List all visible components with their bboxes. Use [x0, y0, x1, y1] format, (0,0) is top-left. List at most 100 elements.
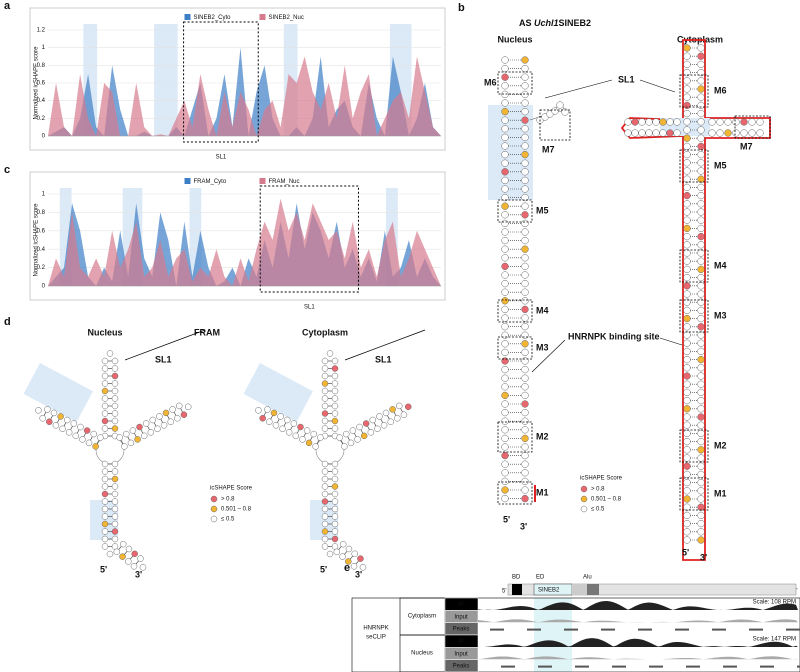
nucleotide: [394, 414, 401, 422]
nucleotide: [101, 543, 109, 550]
nucleotide: [501, 426, 509, 434]
nucleotide: [683, 331, 691, 339]
nucleotide: [697, 60, 705, 69]
nucleotide: [521, 434, 529, 443]
nucleotide: [624, 118, 632, 126]
nucleotide: [697, 462, 705, 470]
nucleotide: [101, 520, 109, 528]
nucleotide: [501, 176, 509, 185]
highlight: [243, 363, 313, 423]
y-tick-label: 0.6: [37, 81, 46, 87]
nucleotide: [683, 298, 691, 306]
nucleotide: [683, 511, 691, 520]
coverage-track: [478, 619, 798, 623]
nucleotide: [321, 410, 329, 417]
y-tick-label: 0.2: [37, 265, 46, 271]
nucleotide: [697, 396, 705, 405]
nucleotide: [501, 219, 509, 228]
peak: [527, 628, 541, 631]
legend-label: > 0.8: [221, 497, 235, 503]
pointer: [639, 79, 676, 93]
nucleotide: [666, 118, 674, 126]
nucleotide: [697, 372, 705, 380]
hatch-block: [572, 584, 587, 595]
nucleotide: [501, 391, 509, 400]
nucleotide: [501, 99, 509, 107]
nucleotide: [697, 437, 705, 446]
nucleotide: [666, 129, 674, 137]
module-label: M2: [714, 440, 727, 450]
nucleotide: [501, 314, 509, 322]
nucleotide: [101, 417, 109, 425]
nucleotide: [673, 118, 681, 126]
peak: [564, 628, 578, 631]
nucleotide: [683, 495, 691, 503]
nucleotide: [697, 77, 705, 85]
nucleotide: [716, 129, 724, 137]
nucleotide: [697, 191, 705, 200]
nucleotide: [683, 273, 691, 282]
nucleotide: [501, 400, 509, 408]
nucleotide: [521, 451, 529, 460]
end-5: 5': [100, 564, 107, 574]
module-box: [679, 74, 709, 108]
sl1-label: SL1: [155, 354, 172, 364]
nucleotide: [697, 44, 705, 52]
module-label: M3: [714, 310, 727, 320]
module-box: [539, 109, 571, 141]
nucleotide: [501, 125, 509, 133]
y-tick-label: 1.2: [37, 28, 46, 34]
nucleotide: [501, 185, 509, 193]
y-tick-label: 1: [42, 192, 46, 198]
nucleotide: [184, 403, 192, 411]
peak: [538, 665, 552, 668]
nucleotide: [697, 487, 705, 495]
nucleotide: [299, 436, 306, 443]
nucleotide: [697, 257, 705, 265]
nucleotide: [740, 129, 748, 137]
nucleotide: [264, 406, 271, 413]
nucleotide: [83, 427, 91, 434]
nucleotide: [697, 175, 705, 183]
nucleotide: [116, 434, 123, 441]
sl1-box: [183, 21, 259, 143]
nucleotide: [683, 282, 691, 290]
nucleotide: [697, 503, 705, 511]
nucleotide: [697, 216, 705, 224]
coverage-track: [478, 601, 798, 610]
y-tick-label: 0.2: [37, 116, 46, 122]
nucleotide: [101, 365, 109, 372]
nucleotide: [521, 322, 529, 331]
nucleotide: [697, 118, 705, 126]
nucleotide: [697, 446, 705, 454]
nucleotide: [360, 432, 368, 440]
legend-label: SINEB2_Cyto: [194, 15, 232, 21]
legend-swatch: [259, 178, 266, 184]
nucleotide: [63, 416, 71, 424]
nucleotide: [279, 425, 286, 433]
gene-bar: [507, 583, 797, 596]
nucleotide: [501, 202, 509, 210]
peak: [490, 628, 504, 631]
nucleotide: [101, 505, 109, 513]
nucleotide: [683, 118, 691, 126]
nucleotide: [521, 202, 529, 210]
nucleotide: [659, 129, 667, 137]
nucleotide: [106, 550, 114, 558]
nucleotide: [521, 185, 529, 193]
nucleotide: [697, 101, 705, 110]
nucleotide: [113, 548, 121, 556]
legend-dot: [580, 505, 588, 513]
end-3: 3': [355, 569, 362, 579]
nucleotide: [501, 408, 509, 417]
nucleotide: [631, 129, 639, 137]
nucleotide: [331, 410, 339, 417]
nucleotide: [697, 388, 705, 397]
nucleotide: [321, 468, 329, 475]
nucleotide: [362, 420, 370, 427]
nucleotide: [321, 460, 329, 468]
nucleotide: [521, 107, 529, 116]
nucleotide: [697, 339, 705, 347]
module-box: [679, 249, 709, 283]
